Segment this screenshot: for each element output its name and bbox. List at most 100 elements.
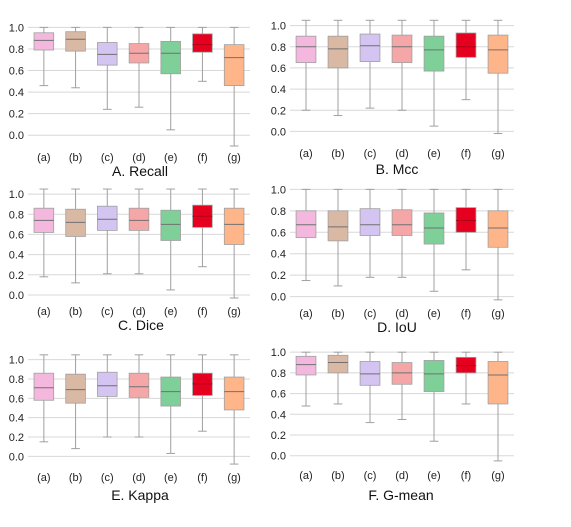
y-tick-label: 0.2 bbox=[9, 109, 24, 121]
x-tick-label: (c) bbox=[364, 308, 377, 320]
box-body bbox=[295, 210, 317, 239]
x-tick-label: (d) bbox=[132, 152, 145, 164]
y-tick-label: 1.0 bbox=[271, 184, 286, 196]
y-tick-label: 1.0 bbox=[271, 347, 286, 359]
y-tick-label: 0.8 bbox=[9, 209, 24, 221]
box-body bbox=[423, 360, 445, 392]
x-tick-label: (f) bbox=[461, 148, 471, 160]
box-c bbox=[359, 19, 381, 109]
x-tick-label: (f) bbox=[197, 152, 207, 164]
x-tick-label: (g) bbox=[227, 306, 240, 318]
box-body bbox=[391, 34, 413, 64]
box-f bbox=[455, 188, 477, 271]
box-body bbox=[223, 376, 245, 411]
box-g bbox=[223, 354, 245, 465]
box-body bbox=[33, 32, 55, 51]
box-body bbox=[97, 205, 118, 231]
x-tick-label: (d) bbox=[395, 308, 408, 320]
y-tick-label: 0.8 bbox=[9, 374, 24, 386]
y-tick-label: 0.6 bbox=[271, 389, 286, 401]
panel-title: A. Recall bbox=[112, 163, 168, 179]
box-g bbox=[223, 26, 245, 147]
box-body bbox=[33, 372, 55, 401]
y-tick-label: 0.8 bbox=[271, 206, 286, 218]
box-body bbox=[327, 35, 349, 69]
x-tick-label: (a) bbox=[37, 472, 50, 484]
x-tick-label: (a) bbox=[299, 308, 312, 320]
box-body bbox=[223, 44, 245, 87]
box-b bbox=[327, 19, 349, 117]
x-tick-label: (g) bbox=[491, 308, 504, 320]
box-e bbox=[423, 188, 445, 292]
x-tick-label: (b) bbox=[69, 472, 82, 484]
box-a bbox=[295, 351, 317, 407]
box-e bbox=[423, 351, 445, 442]
box-f bbox=[192, 354, 213, 432]
x-tick-label: (e) bbox=[427, 148, 440, 160]
chart-panel-6: 0.0 0.2 0.4 0.6 0.8 1.0 (a) (b) (c) (d) (e) (f) (g) F… bbox=[271, 347, 514, 503]
y-tick-label: 0.4 bbox=[271, 249, 286, 261]
x-tick-label: (b) bbox=[69, 306, 82, 318]
box-g bbox=[487, 188, 509, 301]
panel-title: E. Kappa bbox=[111, 487, 169, 503]
x-tick-label: (f) bbox=[197, 306, 207, 318]
x-tick-label: (g) bbox=[491, 470, 504, 482]
chart-panel-1: 0.0 0.2 0.4 0.6 0.8 1.0 (a) (b) (c) (d) (e) (f) (g) A… bbox=[9, 22, 250, 179]
box-d bbox=[391, 351, 413, 420]
box-body bbox=[423, 212, 445, 245]
box-d bbox=[128, 26, 150, 108]
box-d bbox=[391, 19, 413, 111]
y-tick-label: 0.6 bbox=[271, 227, 286, 239]
x-tick-label: (d) bbox=[132, 306, 145, 318]
box-c bbox=[359, 188, 381, 278]
y-tick-label: 0.4 bbox=[271, 84, 286, 96]
y-tick-label: 0.4 bbox=[271, 409, 286, 421]
box-d bbox=[128, 354, 150, 438]
box-body bbox=[455, 32, 477, 58]
box-d bbox=[391, 188, 413, 278]
box-body bbox=[487, 34, 509, 74]
box-body bbox=[65, 373, 86, 404]
box-c bbox=[97, 354, 118, 438]
y-tick-label: 0.6 bbox=[9, 229, 24, 241]
chart-panel-2: 0.0 0.2 0.4 0.6 0.8 1.0 (a) (b) (c) (d) (e) (f) (g) B… bbox=[271, 19, 514, 177]
y-tick-label: 0.8 bbox=[9, 44, 24, 56]
x-tick-label: (a) bbox=[299, 148, 312, 160]
y-tick-label: 0.6 bbox=[271, 63, 286, 75]
chart-panel-3: 0.0 0.2 0.4 0.6 0.8 1.0 (a) (b) (c) (d) (e) (f) (g) C… bbox=[9, 188, 250, 333]
box-a bbox=[33, 26, 55, 87]
box-body bbox=[160, 209, 181, 241]
y-tick-label: 1.0 bbox=[9, 189, 24, 201]
box-body bbox=[327, 354, 349, 374]
box-e bbox=[423, 19, 445, 127]
box-body bbox=[295, 35, 317, 64]
y-tick-label: 0.4 bbox=[9, 413, 24, 425]
x-tick-label: (e) bbox=[427, 470, 440, 482]
chart-panel-4: 0.0 0.2 0.4 0.6 0.8 1.0 (a) (b) (c) (d) (e) (f) (g) D… bbox=[271, 184, 514, 335]
box-e bbox=[160, 354, 181, 454]
box-d bbox=[128, 188, 150, 275]
box-f bbox=[455, 19, 477, 101]
box-e bbox=[160, 188, 181, 291]
box-body bbox=[192, 33, 213, 53]
y-tick-label: 0.2 bbox=[271, 270, 286, 282]
y-tick-label: 0.4 bbox=[9, 87, 24, 99]
panel-title: B. Mcc bbox=[376, 161, 419, 177]
box-b bbox=[65, 26, 86, 89]
x-tick-label: (b) bbox=[69, 152, 82, 164]
box-g bbox=[487, 19, 509, 135]
y-tick-label: 1.0 bbox=[271, 21, 286, 33]
box-body bbox=[359, 33, 381, 62]
panel-title: D. IoU bbox=[377, 319, 417, 335]
box-body bbox=[423, 35, 445, 72]
box-f bbox=[192, 26, 213, 82]
x-tick-label: (d) bbox=[395, 470, 408, 482]
box-body bbox=[65, 31, 86, 52]
y-tick-label: 0.0 bbox=[9, 130, 24, 142]
box-body bbox=[487, 361, 509, 405]
x-tick-label: (f) bbox=[461, 308, 471, 320]
y-tick-label: 0.0 bbox=[9, 451, 24, 463]
x-tick-label: (a) bbox=[299, 470, 312, 482]
x-tick-label: (b) bbox=[331, 470, 344, 482]
box-c bbox=[359, 351, 381, 424]
